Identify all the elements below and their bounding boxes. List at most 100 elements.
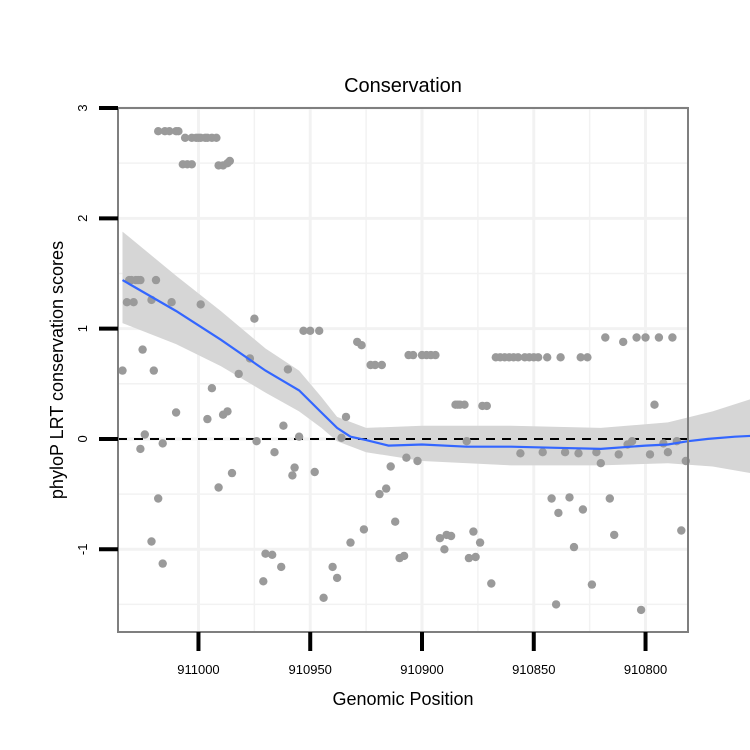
data-point bbox=[610, 530, 619, 540]
data-point bbox=[250, 314, 259, 323]
data-point bbox=[592, 448, 601, 457]
data-point bbox=[464, 553, 474, 563]
data-point bbox=[578, 505, 588, 514]
data-point bbox=[440, 545, 449, 554]
data-point bbox=[551, 600, 561, 609]
data-point bbox=[357, 341, 366, 350]
data-point bbox=[328, 562, 337, 572]
data-point bbox=[252, 437, 261, 446]
data-point bbox=[576, 353, 585, 362]
data-point bbox=[601, 333, 610, 342]
data-point bbox=[158, 439, 167, 448]
x-tick-label: 911000 bbox=[177, 662, 219, 677]
data-point bbox=[659, 439, 668, 448]
data-point bbox=[370, 360, 380, 370]
data-point bbox=[668, 333, 677, 342]
data-point bbox=[627, 437, 637, 446]
data-point bbox=[359, 525, 369, 534]
data-point bbox=[180, 133, 190, 142]
data-point bbox=[569, 542, 579, 552]
y-tick-label: 0 bbox=[75, 435, 90, 442]
data-point bbox=[214, 483, 223, 492]
data-point bbox=[225, 156, 234, 166]
data-point bbox=[431, 350, 440, 360]
data-point bbox=[315, 326, 324, 335]
data-point bbox=[556, 353, 565, 362]
data-point bbox=[118, 366, 127, 375]
data-point bbox=[513, 353, 523, 362]
data-point bbox=[408, 350, 418, 360]
data-point bbox=[151, 275, 161, 285]
data-point bbox=[196, 300, 205, 309]
data-point bbox=[138, 345, 147, 354]
data-point bbox=[538, 448, 547, 457]
data-point bbox=[587, 580, 597, 589]
data-point bbox=[171, 408, 181, 417]
x-axis: 911000 910950 910900 910850 910800 bbox=[177, 632, 667, 677]
data-point bbox=[565, 493, 574, 502]
data-point bbox=[560, 448, 570, 457]
data-point bbox=[212, 133, 221, 142]
data-point bbox=[574, 449, 583, 458]
data-point bbox=[677, 526, 686, 535]
data-point bbox=[391, 517, 400, 526]
data-point bbox=[641, 333, 650, 342]
data-point bbox=[306, 326, 315, 335]
data-point bbox=[165, 127, 174, 136]
data-point bbox=[122, 298, 132, 307]
data-point bbox=[654, 333, 664, 342]
data-point bbox=[402, 453, 411, 462]
data-point bbox=[310, 467, 319, 477]
data-point bbox=[147, 537, 156, 546]
data-point bbox=[619, 337, 628, 347]
data-point bbox=[534, 353, 543, 362]
data-point bbox=[234, 369, 243, 379]
data-point bbox=[337, 433, 346, 442]
smooth-line-layer bbox=[121, 279, 750, 451]
x-tick-label: 910950 bbox=[289, 662, 332, 677]
data-point bbox=[332, 573, 342, 583]
y-tick-label: -1 bbox=[75, 544, 90, 556]
data-point bbox=[341, 412, 351, 422]
data-point bbox=[154, 127, 163, 136]
data-point bbox=[346, 538, 355, 547]
data-point bbox=[299, 326, 308, 335]
x-tick-label: 910850 bbox=[512, 662, 555, 677]
data-point bbox=[270, 448, 279, 457]
data-point bbox=[482, 401, 491, 411]
data-point bbox=[469, 527, 478, 536]
data-point bbox=[487, 579, 496, 588]
plot-panel bbox=[118, 108, 688, 632]
data-point bbox=[471, 552, 480, 562]
data-point bbox=[645, 450, 655, 459]
data-point bbox=[290, 463, 299, 472]
data-point bbox=[543, 353, 552, 362]
data-point bbox=[475, 538, 485, 547]
data-point bbox=[261, 549, 270, 558]
data-point bbox=[140, 430, 149, 439]
data-point bbox=[294, 432, 304, 441]
data-point bbox=[413, 456, 422, 466]
data-point bbox=[632, 333, 641, 342]
data-point bbox=[158, 559, 167, 568]
data-point bbox=[277, 562, 286, 572]
plot-border bbox=[117, 107, 689, 633]
data-point bbox=[136, 444, 145, 454]
data-point bbox=[382, 484, 391, 493]
data-point bbox=[375, 489, 384, 499]
smooth-line bbox=[121, 279, 750, 451]
data-point bbox=[554, 508, 563, 518]
data-point bbox=[596, 459, 605, 468]
y-axis-title: phyloP LRT conservation scores bbox=[47, 241, 67, 499]
data-point bbox=[583, 353, 592, 362]
y-axis: -1 0 1 2 3 bbox=[75, 104, 118, 555]
data-point bbox=[460, 400, 469, 409]
data-point bbox=[154, 494, 163, 503]
data-point bbox=[129, 298, 138, 307]
chart-title: Conservation bbox=[344, 75, 462, 97]
y-tick-label: 1 bbox=[75, 325, 90, 332]
data-point bbox=[605, 494, 614, 503]
data-point bbox=[149, 366, 158, 375]
x-axis-title: Genomic Position bbox=[332, 689, 473, 709]
